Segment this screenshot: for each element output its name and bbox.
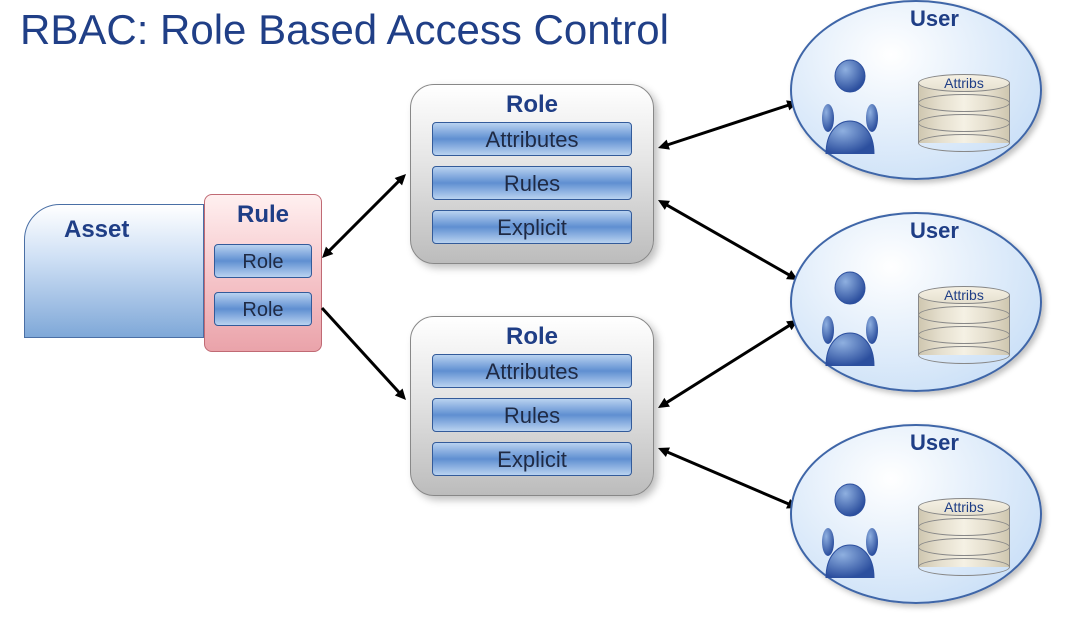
attribs-label: Attribs (918, 499, 1010, 515)
user-label: User (910, 430, 959, 456)
role-card-pill: Attributes (432, 122, 632, 156)
rule-role-pill: Role (214, 244, 312, 278)
role-card-pill: Rules (432, 398, 632, 432)
role-card-pill: Explicit (432, 210, 632, 244)
person-icon (820, 482, 880, 578)
diagram-stage: RBAC: Role Based Access Control Asset Ru… (0, 0, 1072, 630)
user-label: User (910, 218, 959, 244)
asset-label: Asset (64, 216, 129, 244)
role-card-title: Role (411, 91, 653, 119)
person-icon (820, 58, 880, 154)
role-card-pill: Explicit (432, 442, 632, 476)
page-title: RBAC: Role Based Access Control (20, 6, 669, 54)
rule-role-pill: Role (214, 292, 312, 326)
attribs-label: Attribs (918, 287, 1010, 303)
user-label: User (910, 6, 959, 32)
rule-label: Rule (205, 201, 321, 229)
role-card-title: Role (411, 323, 653, 351)
attribs-label: Attribs (918, 75, 1010, 91)
role-card-pill: Rules (432, 166, 632, 200)
role-card-pill: Attributes (432, 354, 632, 388)
person-icon (820, 270, 880, 366)
